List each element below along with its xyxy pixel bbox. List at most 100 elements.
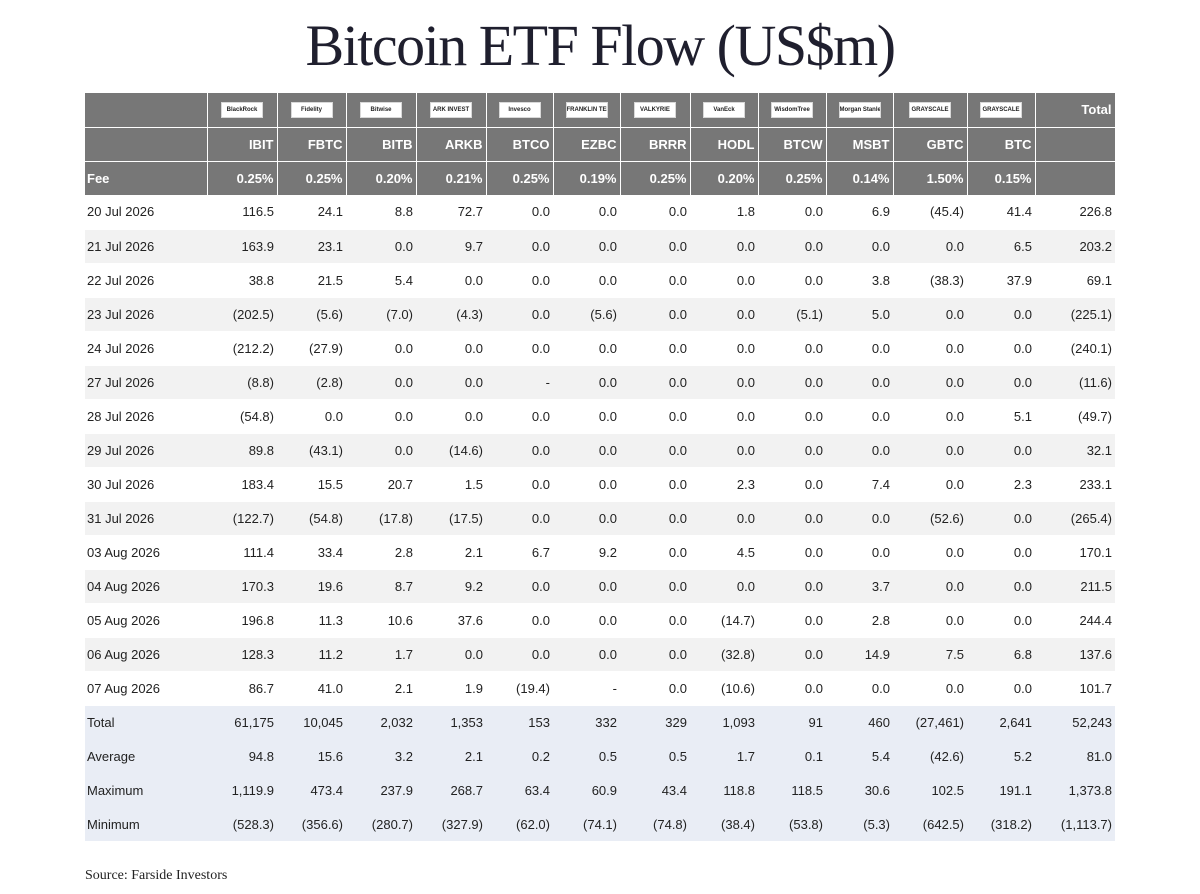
- table-row: 21 Jul 2026 163.9 23.1 0.0 9.7 0.0 0.0 0.0 0.0 0.…: [85, 229, 1115, 264]
- summary-cell: 329: [620, 705, 690, 739]
- flow-cell: 0.0: [553, 569, 620, 604]
- flow-cell: 0.0: [690, 331, 758, 366]
- summary-cell: (62.0): [486, 807, 553, 841]
- flow-cell: 0.0: [826, 229, 893, 264]
- flow-cell: 0.0: [346, 331, 416, 366]
- flow-cell: 21.5: [277, 263, 346, 298]
- summary-cell: 2,032: [346, 705, 416, 739]
- flow-cell: (45.4): [893, 195, 967, 230]
- flow-cell: 0.0: [486, 297, 553, 332]
- flow-cell: 0.0: [893, 297, 967, 332]
- ticker-header: ARKB: [416, 126, 487, 161]
- flow-cell: 0.0: [967, 297, 1035, 332]
- date-cell: 03 Aug 2026: [85, 535, 207, 570]
- header-blank-cell: [85, 126, 208, 161]
- flow-cell: (5.6): [277, 297, 346, 332]
- flow-cell: 0.0: [690, 433, 758, 468]
- summary-cell: 1.7: [690, 739, 758, 773]
- flow-cell: 2.3: [690, 467, 758, 502]
- flow-cell: 0.0: [967, 535, 1035, 570]
- issuer-logo: GRAYSCALE: [980, 102, 1022, 119]
- summary-cell: 473.4: [277, 773, 346, 807]
- flow-cell: 0.0: [893, 365, 967, 400]
- flow-cell: 111.4: [207, 535, 277, 570]
- flow-cell: 0.0: [620, 671, 690, 706]
- flow-cell: 0.0: [758, 433, 826, 468]
- flow-cell: 0.0: [758, 637, 826, 672]
- flow-cell: (19.4): [486, 671, 553, 706]
- ticker-header: BTC: [967, 126, 1036, 161]
- date-cell: 21 Jul 2026: [85, 229, 207, 264]
- row-total-cell: 244.4: [1035, 603, 1115, 638]
- flow-cell: 163.9: [207, 229, 277, 264]
- issuer-logo-cell: VALKYRIE: [620, 93, 691, 127]
- flow-cell: 38.8: [207, 263, 277, 298]
- summary-cell: 61,175: [207, 705, 277, 739]
- flow-cell: 170.3: [207, 569, 277, 604]
- flow-cell: 14.9: [826, 637, 893, 672]
- flow-cell: (17.5): [416, 501, 486, 536]
- flow-cell: 0.0: [346, 365, 416, 400]
- fee-row: Fee 0.25% 0.25% 0.20% 0.21% 0.25% 0.19% 0.25% 0.…: [85, 160, 1116, 195]
- flow-cell: 0.0: [553, 195, 620, 230]
- flow-cell: 0.0: [553, 433, 620, 468]
- flow-cell: 11.2: [277, 637, 346, 672]
- flow-cell: 1.8: [690, 195, 758, 230]
- summary-cell: 2,641: [967, 705, 1035, 739]
- flow-cell: (122.7): [207, 501, 277, 536]
- flow-cell: 0.0: [553, 365, 620, 400]
- date-cell: 27 Jul 2026: [85, 365, 207, 400]
- summary-cell: 43.4: [620, 773, 690, 807]
- issuer-logo-cell: Invesco: [486, 93, 554, 127]
- ticker-header: GBTC: [893, 126, 968, 161]
- flow-cell: 19.6: [277, 569, 346, 604]
- flow-cell: 7.4: [826, 467, 893, 502]
- summary-cell: 460: [826, 705, 893, 739]
- total-header: Total: [1035, 93, 1116, 127]
- flow-cell: 0.0: [690, 365, 758, 400]
- summary-label: Minimum: [85, 807, 207, 841]
- issuer-logo: GRAYSCALE: [909, 102, 951, 119]
- flow-cell: 0.0: [620, 501, 690, 536]
- flow-cell: 0.0: [893, 603, 967, 638]
- flow-cell: (8.8): [207, 365, 277, 400]
- table-row: 07 Aug 2026 86.7 41.0 2.1 1.9 (19.4) -0.0 (10.6…: [85, 671, 1115, 706]
- flow-cell: 0.0: [893, 433, 967, 468]
- flow-cell: 116.5: [207, 195, 277, 230]
- flow-cell: 0.0: [553, 229, 620, 264]
- date-cell: 20 Jul 2026: [85, 195, 207, 230]
- flow-cell: 2.8: [346, 535, 416, 570]
- summary-total-cell: 81.0: [1035, 739, 1115, 773]
- flow-cell: 20.7: [346, 467, 416, 502]
- flow-cell: 2.1: [416, 535, 486, 570]
- flow-cell: 0.0: [416, 331, 486, 366]
- row-total-cell: 101.7: [1035, 671, 1115, 706]
- table-row: 24 Jul 2026 (212.2) (27.9) 0.0 0.0 0.0 0.0 0.0 0…: [85, 331, 1115, 366]
- flow-cell: 3.7: [826, 569, 893, 604]
- flow-cell: 0.0: [553, 501, 620, 536]
- summary-total-cell: 1,373.8: [1035, 773, 1115, 807]
- summary-cell: 1,119.9: [207, 773, 277, 807]
- flow-cell: 0.0: [758, 263, 826, 298]
- date-cell: 23 Jul 2026: [85, 297, 207, 332]
- flow-cell: 2.8: [826, 603, 893, 638]
- summary-cell: 2.1: [416, 739, 486, 773]
- row-total-cell: 32.1: [1035, 433, 1115, 468]
- flow-cell: 7.5: [893, 637, 967, 672]
- fee-label: Fee: [85, 160, 208, 195]
- flow-cell: 0.0: [758, 671, 826, 706]
- flow-cell: 0.0: [486, 569, 553, 604]
- flow-cell: 0.0: [620, 331, 690, 366]
- issuer-logo-cell: ARK INVEST: [416, 93, 487, 127]
- flow-cell: (14.7): [690, 603, 758, 638]
- flow-cell: 8.8: [346, 195, 416, 230]
- flow-cell: 0.0: [416, 399, 486, 434]
- issuer-logo: BlackRock: [221, 102, 263, 119]
- table-row: 04 Aug 2026 170.3 19.6 8.7 9.2 0.0 0.0 0.0 0.0 0.…: [85, 569, 1115, 604]
- ticker-header: FBTC: [277, 126, 347, 161]
- flow-cell: 0.0: [690, 297, 758, 332]
- row-total-cell: 233.1: [1035, 467, 1115, 502]
- flow-cell: 0.0: [893, 399, 967, 434]
- issuer-logo: Fidelity: [290, 102, 333, 119]
- row-total-cell: 69.1: [1035, 263, 1115, 298]
